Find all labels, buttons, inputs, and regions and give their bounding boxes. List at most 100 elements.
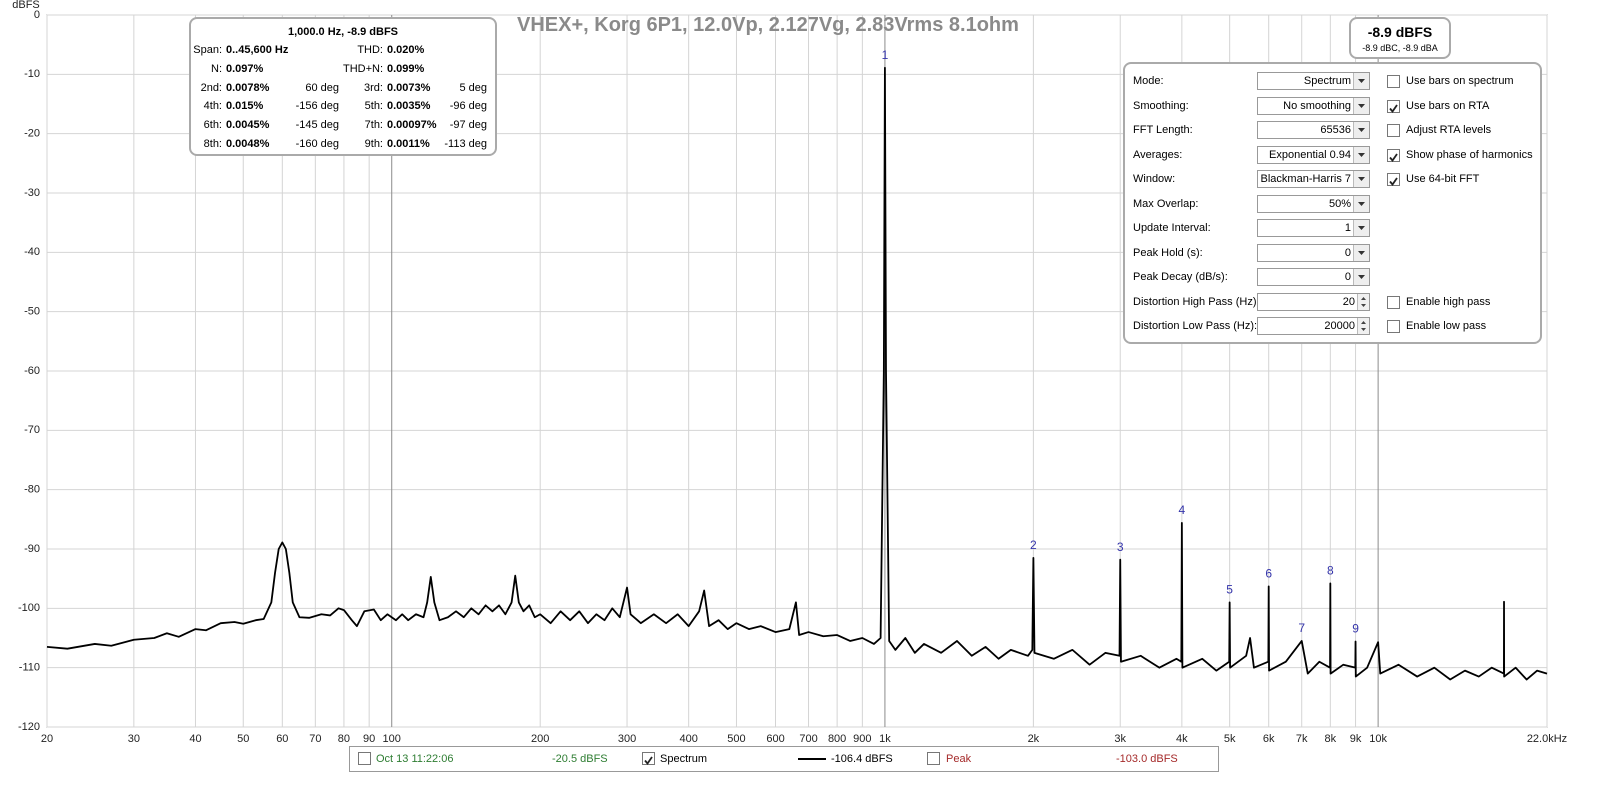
x-tick-label: 60 bbox=[276, 733, 288, 745]
dropdown[interactable]: 50% bbox=[1257, 194, 1370, 213]
x-tick-label: 10k bbox=[1369, 733, 1387, 745]
setting-value: Spectrum bbox=[1303, 75, 1351, 87]
dropdown[interactable]: 1 bbox=[1257, 219, 1370, 237]
setting-label: Peak Hold (s): bbox=[1133, 246, 1203, 259]
spinner-input[interactable]: 20 bbox=[1257, 292, 1370, 311]
x-tick-label: 1k bbox=[879, 733, 891, 745]
x-tick-label: 70 bbox=[309, 733, 321, 745]
setting-value: 1 bbox=[1344, 222, 1351, 234]
dropdown-button[interactable] bbox=[1353, 146, 1369, 163]
checkbox[interactable] bbox=[1387, 99, 1400, 113]
dropdown-button[interactable] bbox=[1353, 220, 1369, 236]
dropdown-arrow bbox=[1358, 128, 1365, 132]
checkbox[interactable] bbox=[642, 752, 655, 765]
checkbox-label: Use bars on RTA bbox=[1406, 99, 1490, 112]
dropdown[interactable]: Spectrum bbox=[1257, 72, 1370, 90]
x-tick-label: 300 bbox=[618, 733, 636, 745]
dropdown-arrow bbox=[1358, 250, 1365, 255]
info-cell: THD: bbox=[357, 44, 383, 56]
setting-value: 0 bbox=[1344, 271, 1351, 283]
info-cell: -156 deg bbox=[295, 100, 339, 113]
info-cell: -113 deg bbox=[444, 138, 487, 150]
x-tick-label: 500 bbox=[727, 733, 745, 745]
y-tick-label: -100 bbox=[18, 602, 40, 614]
harmonic-label: 5 bbox=[1226, 583, 1233, 597]
legend-bar: Oct 13 11:22:06 -20.5 dBFS Spectrum -106.4 … bbox=[349, 746, 1219, 772]
legend-line-sample bbox=[798, 758, 826, 760]
info-cell: 4th: bbox=[203, 100, 222, 113]
info-cell: 0.0048% bbox=[226, 138, 270, 150]
checkbox[interactable] bbox=[1387, 75, 1400, 88]
dropdown-button[interactable] bbox=[1353, 122, 1369, 138]
checkbox[interactable] bbox=[1387, 173, 1400, 186]
x-tick-label: 600 bbox=[766, 733, 784, 745]
y-tick-label: -60 bbox=[24, 365, 40, 377]
checkbox[interactable] bbox=[927, 752, 940, 765]
checkbox-label: Use bars on spectrum bbox=[1406, 75, 1514, 87]
checkbox[interactable] bbox=[1387, 320, 1400, 333]
x-tick-label: 200 bbox=[531, 733, 549, 745]
dropdown[interactable]: 0 bbox=[1257, 243, 1370, 262]
info-cell: 6th: bbox=[203, 119, 222, 132]
info-cell: 9th: bbox=[364, 138, 383, 150]
x-tick-label: 20 bbox=[41, 733, 53, 745]
x-tick-label: 800 bbox=[828, 733, 846, 745]
x-tick-label: 22.0kHz bbox=[1527, 733, 1567, 745]
info-cell: 7th: bbox=[364, 119, 383, 132]
check-mark bbox=[644, 756, 653, 765]
info-cell: 0.020% bbox=[387, 44, 425, 56]
checkbox[interactable] bbox=[358, 752, 371, 765]
y-tick-label: -10 bbox=[24, 68, 40, 80]
dropdown[interactable]: 0 bbox=[1257, 268, 1370, 286]
x-tick-label: 40 bbox=[189, 733, 201, 745]
checkbox[interactable] bbox=[1387, 148, 1400, 162]
spinner-input[interactable]: 20000 bbox=[1257, 317, 1370, 335]
harmonic-label: 7 bbox=[1298, 621, 1305, 635]
x-tick-label: 30 bbox=[128, 733, 140, 745]
y-tick-label: -120 bbox=[18, 721, 40, 733]
dropdown-arrow bbox=[1358, 226, 1365, 230]
setting-label: Window: bbox=[1133, 173, 1176, 185]
dropdown[interactable]: No smoothing bbox=[1257, 96, 1370, 115]
setting-label: Distortion High Pass (Hz): bbox=[1133, 295, 1260, 308]
dropdown-button[interactable] bbox=[1353, 97, 1369, 114]
x-tick-label: 90 bbox=[363, 733, 375, 745]
spinner-buttons[interactable] bbox=[1357, 293, 1369, 310]
setting-value: No smoothing bbox=[1283, 99, 1351, 112]
dropdown[interactable]: 65536 bbox=[1257, 121, 1370, 139]
info-cell: 3rd: bbox=[364, 81, 383, 94]
dropdown-button[interactable] bbox=[1353, 171, 1369, 187]
x-tick-label: 6k bbox=[1263, 733, 1275, 745]
dropdown-button[interactable] bbox=[1353, 244, 1369, 261]
harmonic-label: 2 bbox=[1030, 538, 1037, 552]
spectrum-line bbox=[46, 66, 1548, 681]
legend-text: Peak bbox=[946, 753, 972, 765]
checkbox[interactable] bbox=[1387, 295, 1400, 309]
checkbox[interactable] bbox=[1387, 124, 1400, 137]
y-tick-label: -90 bbox=[24, 543, 40, 555]
setting-value: Exponential 0.94 bbox=[1269, 148, 1351, 161]
info-cell: 0..45,600 Hz bbox=[226, 44, 289, 56]
spinner-buttons[interactable] bbox=[1357, 318, 1369, 334]
dropdown[interactable]: Exponential 0.94 bbox=[1257, 145, 1370, 164]
dropdown-button[interactable] bbox=[1353, 195, 1369, 212]
dropdown-button[interactable] bbox=[1353, 269, 1369, 285]
legend-text: -20.5 dBFS bbox=[552, 753, 608, 765]
dropdown-arrow bbox=[1358, 275, 1365, 279]
y-tick-label: -50 bbox=[24, 306, 40, 318]
dropdown-button[interactable] bbox=[1353, 73, 1369, 89]
dropdown[interactable]: Blackman-Harris 7 bbox=[1257, 170, 1370, 188]
y-tick-label: -40 bbox=[24, 246, 40, 258]
check-mark bbox=[1389, 177, 1398, 186]
info-cell: 0.00097% bbox=[387, 119, 437, 132]
chart-title: VHEX+, Korg 6P1, 12.0Vp, 2.127Vg, 2.83Vr… bbox=[517, 14, 1019, 36]
x-tick-label: 80 bbox=[338, 733, 350, 745]
info-cell: 0.0073% bbox=[387, 81, 431, 94]
info-cell: 0.0045% bbox=[226, 119, 270, 132]
dropdown-arrow bbox=[1358, 79, 1365, 83]
info-cell: N: bbox=[211, 62, 222, 75]
harmonic-label: 9 bbox=[1352, 622, 1359, 636]
x-tick-label: 700 bbox=[799, 733, 817, 745]
harmonic-label: 3 bbox=[1117, 540, 1124, 554]
info-cell: 5 deg bbox=[459, 81, 487, 94]
